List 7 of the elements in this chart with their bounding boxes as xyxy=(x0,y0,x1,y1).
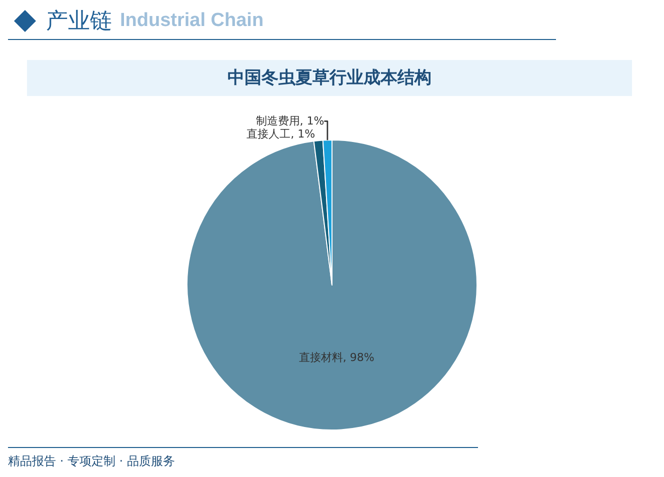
pie-slice xyxy=(186,140,478,430)
text: Industrial Chain xyxy=(120,10,264,32)
text: 产业链 xyxy=(46,8,112,36)
slice-label: 直接材料, 98% xyxy=(298,350,374,364)
slice-label: 制造费用, 1% xyxy=(256,114,324,128)
slice-label: 直接人工, 1% xyxy=(246,128,316,141)
text: 精品报告 · 专项定制 · 品质服务 xyxy=(8,453,175,470)
